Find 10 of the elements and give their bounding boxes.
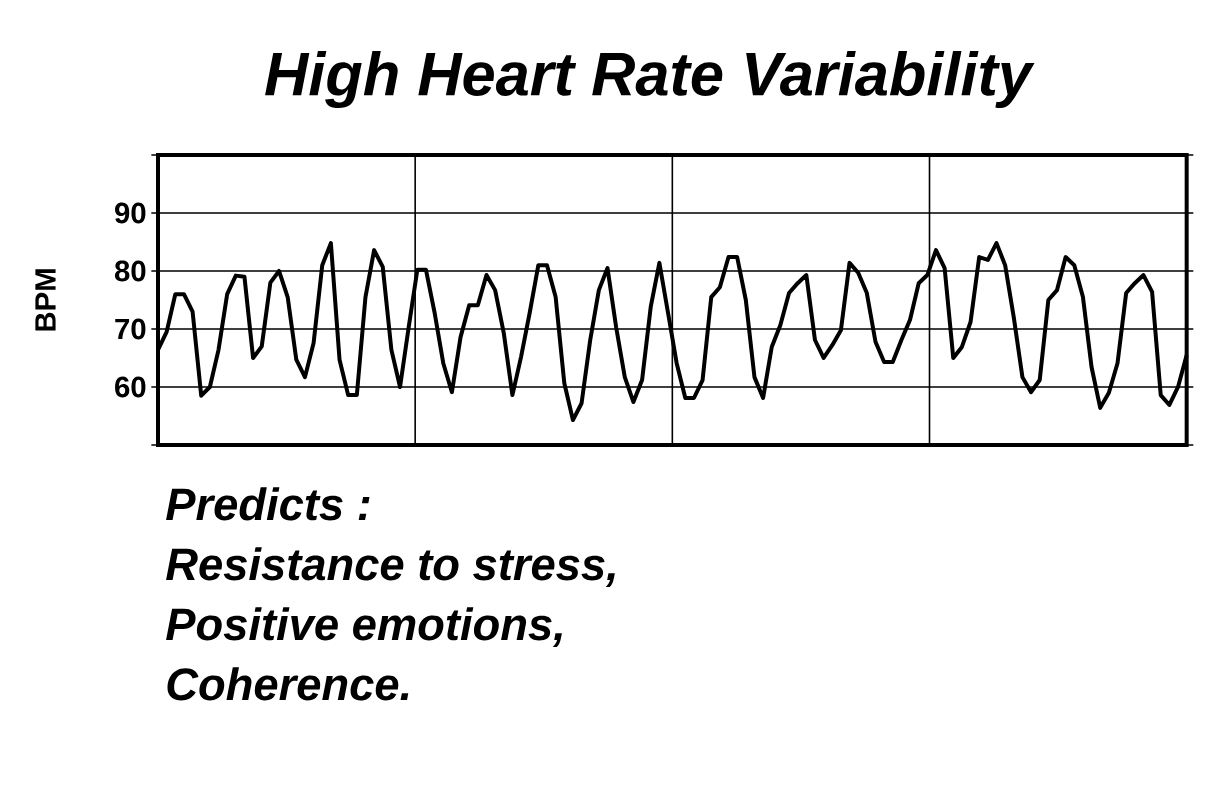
text: Predicts : <box>166 487 370 521</box>
y-tick-label: 80 <box>114 260 146 282</box>
text: Positive emotions, <box>166 607 562 648</box>
text: Coherence. <box>167 667 409 701</box>
y-tick-label: 90 <box>115 202 146 224</box>
y-tick-label: 60 <box>115 376 146 398</box>
y-axis-title: BPM <box>35 269 56 331</box>
y-tick-label: 70 <box>115 318 146 340</box>
text: Resistance to stress, <box>166 547 615 588</box>
chart-title: High Heart Rate Variability <box>265 50 1035 109</box>
